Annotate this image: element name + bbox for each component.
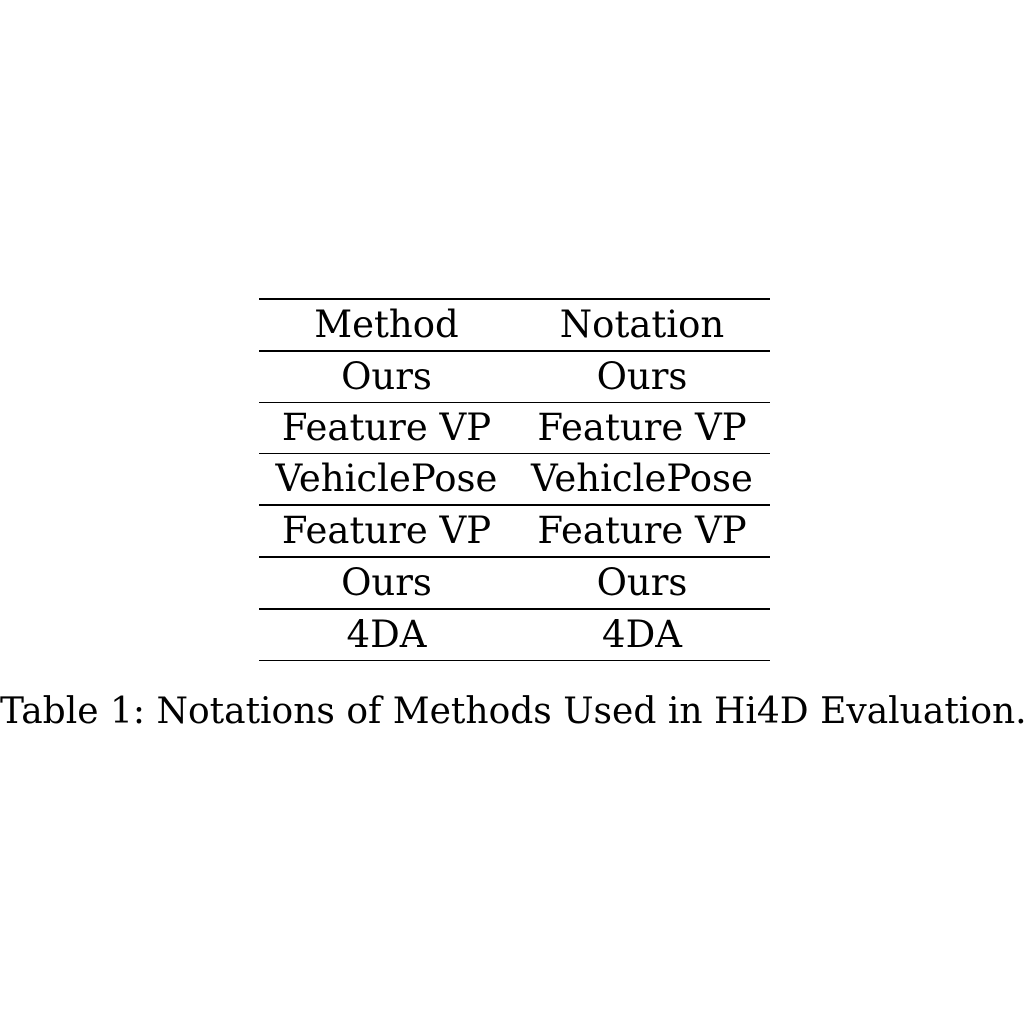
table-caption: Table 1: Notations of Methods Used in Hi… [0,691,1024,732]
notation-cell: VehiclePose [514,453,770,506]
method-cell: VehiclePose [259,453,514,506]
table-row: 4DA 4DA [259,609,770,661]
notation-cell: Ours [514,557,770,610]
table-row: Feature VP Feature VP [259,402,770,454]
method-cell: Ours [259,351,514,403]
column-header-method: Method [259,298,514,352]
notation-cell: Feature VP [514,402,770,454]
notation-cell: Ours [514,351,770,403]
table-header-row: Method Notation [259,298,770,352]
table-row: Ours Ours [259,557,770,610]
column-header-notation: Notation [514,298,770,352]
table-row: Feature VP Feature VP [259,505,770,558]
table-row: Ours Ours [259,351,770,403]
method-cell: Ours [259,557,514,610]
notation-table-container: Method Notation Ours Ours Feature VP Fea… [259,298,770,661]
method-cell: 4DA [259,609,514,661]
notation-cell: 4DA [514,609,770,661]
method-cell: Feature VP [259,402,514,454]
method-cell: Feature VP [259,505,514,558]
notation-table: Method Notation Ours Ours Feature VP Fea… [259,298,770,661]
table-row: VehiclePose VehiclePose [259,453,770,506]
notation-cell: Feature VP [514,505,770,558]
